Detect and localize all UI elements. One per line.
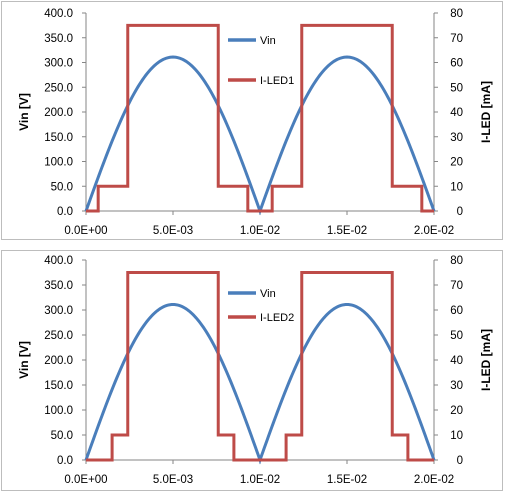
chart-top: 0.050.0100.0150.0200.0250.0300.0350.0400… (17, 8, 493, 237)
x-tick-label: 5.0E-03 (153, 474, 193, 486)
y2-tick-label: 40 (450, 107, 463, 119)
series-line-vin (84, 302, 436, 465)
y2-tick-label: 0 (457, 206, 463, 218)
y2-tick-label: 20 (450, 405, 463, 417)
y2-tick-label: 80 (450, 255, 463, 267)
y-tick-label: 250.0 (44, 82, 73, 94)
x-tick-label: 2.0E-02 (414, 225, 454, 237)
y-tick-label: 200.0 (44, 355, 73, 367)
y2-tick-label: 30 (450, 380, 463, 392)
y-tick-label: 50.0 (51, 181, 73, 193)
y-tick-label: 250.0 (44, 330, 73, 342)
legend-label: I-LED1 (260, 75, 294, 87)
y2-axis-title: I-LED [mA] (479, 81, 493, 143)
y2-tick-label: 10 (450, 181, 463, 193)
legend-label: I-LED2 (260, 312, 294, 324)
series-line-i-led1 (86, 23, 434, 213)
y2-tick-label: 0 (457, 455, 463, 467)
y2-tick-label: 60 (450, 305, 463, 317)
y-tick-label: 150.0 (44, 132, 73, 144)
y-tick-label: 350.0 (44, 33, 73, 45)
y2-tick-label: 30 (450, 132, 463, 144)
y2-tick-label: 70 (450, 280, 463, 292)
x-tick-label: 5.0E-03 (153, 225, 193, 237)
x-tick-label: 0.0E+00 (64, 225, 107, 237)
y2-tick-label: 70 (450, 33, 463, 45)
y-tick-label: 200.0 (44, 107, 73, 119)
y2-tick-label: 20 (450, 157, 463, 169)
series-line-i-led2 (86, 271, 434, 462)
legend-label: Vin (260, 288, 276, 300)
y-tick-label: 0.0 (57, 206, 73, 218)
x-tick-label: 1.0E-02 (240, 225, 280, 237)
y-tick-label: 100.0 (44, 157, 73, 169)
y-axis-title: Vin [V] (17, 93, 31, 131)
y-tick-label: 400.0 (44, 255, 73, 267)
legend-label: Vin (260, 35, 276, 47)
x-tick-label: 1.5E-02 (327, 225, 367, 237)
y-axis-title: Vin [V] (17, 341, 31, 379)
x-tick-label: 0.0E+00 (64, 474, 107, 486)
y2-tick-label: 80 (450, 8, 463, 20)
y-tick-label: 300.0 (44, 58, 73, 70)
y2-tick-label: 40 (450, 355, 463, 367)
chart-bottom: 0.050.0100.0150.0200.0250.0300.0350.0400… (17, 255, 493, 486)
y-tick-label: 300.0 (44, 305, 73, 317)
y-tick-label: 350.0 (44, 280, 73, 292)
y-tick-label: 100.0 (44, 405, 73, 417)
x-tick-label: 1.0E-02 (240, 474, 280, 486)
y2-tick-label: 60 (450, 58, 463, 70)
y2-tick-label: 50 (450, 82, 463, 94)
y2-tick-label: 50 (450, 330, 463, 342)
y-tick-label: 50.0 (51, 430, 73, 442)
y2-axis-title: I-LED [mA] (479, 329, 493, 391)
y-tick-label: 400.0 (44, 8, 73, 20)
y2-tick-label: 10 (450, 430, 463, 442)
y-tick-label: 150.0 (44, 380, 73, 392)
x-tick-label: 2.0E-02 (414, 474, 454, 486)
chart-panel-bottom: 0.0 50.0 100.0 150.0 200.0 250.0 300.0 350.0 400… (1, 250, 503, 491)
x-tick-label: 1.5E-02 (327, 474, 367, 486)
y-tick-label: 0.0 (57, 455, 73, 467)
chart-panel-top: 0.0 50.0 100.0 150.0 200.0 250.0 300.0 350.0 400… (1, 1, 503, 240)
